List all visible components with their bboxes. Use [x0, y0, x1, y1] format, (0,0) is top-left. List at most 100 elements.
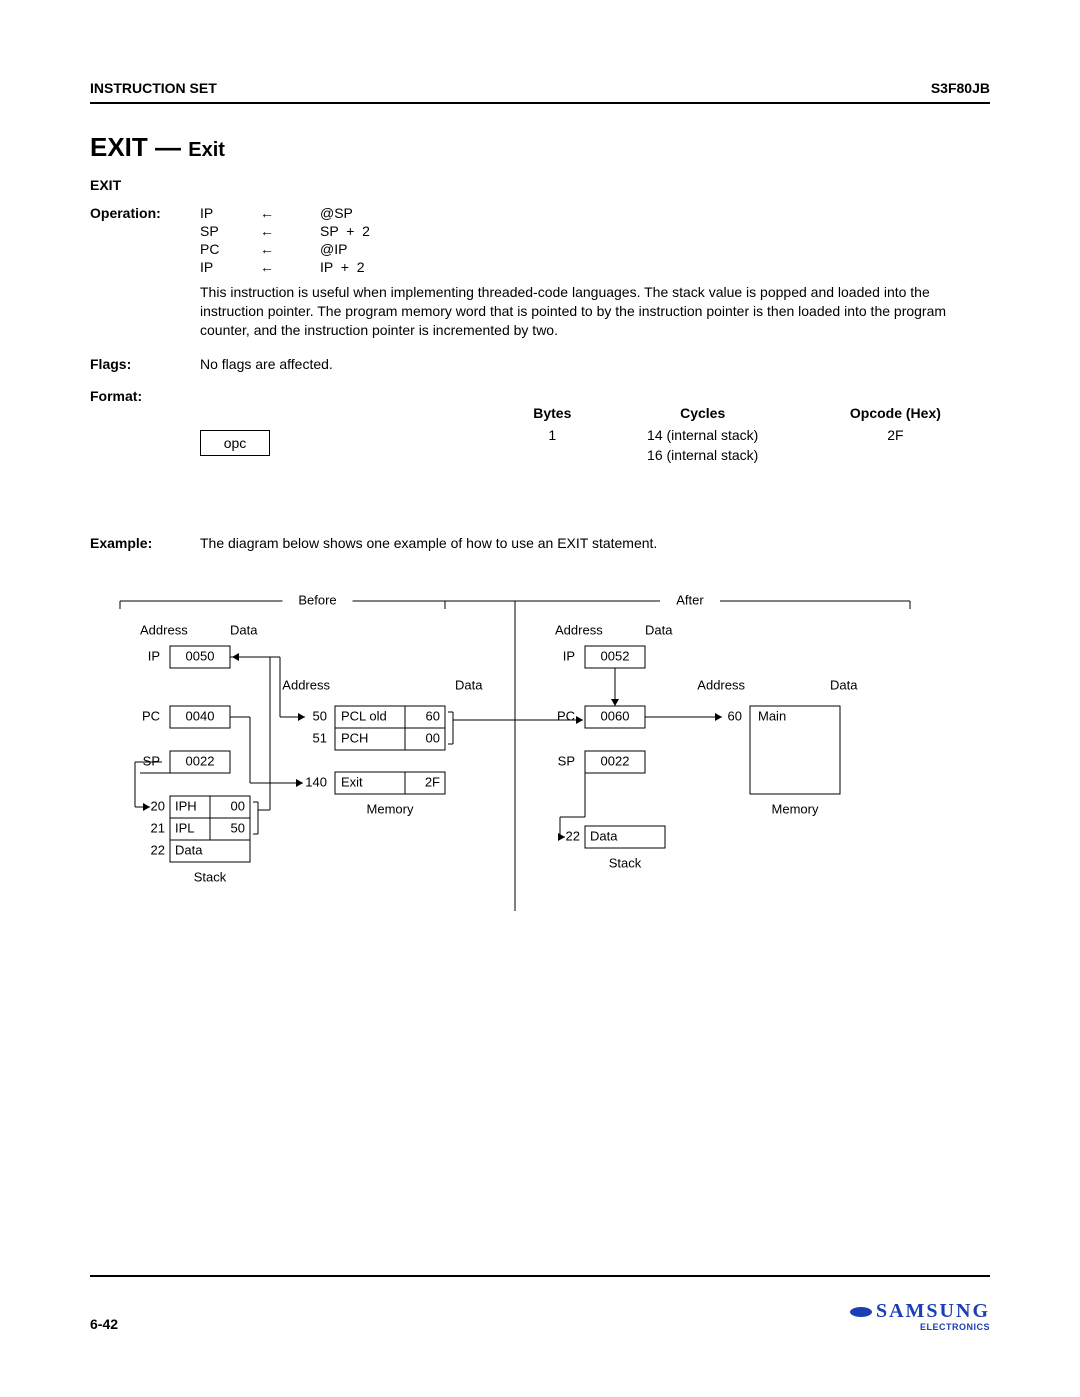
op-arrow: ← — [260, 241, 320, 257]
svg-text:0060: 0060 — [601, 708, 630, 723]
format-table: Bytes Cycles Opcode (Hex) 114 (internal … — [510, 404, 980, 465]
svg-text:0022: 0022 — [601, 753, 630, 768]
diagram: BeforeBeforeAfterAddressDataIP0050PC0040… — [110, 591, 990, 951]
operation-table: IP←@SPSP←SP + 2PC←@IPIP←IP + 2 — [200, 205, 990, 275]
format-block: Bytes Cycles Opcode (Hex) 114 (internal … — [90, 404, 990, 465]
svg-text:Data: Data — [175, 842, 203, 857]
svg-text:Main: Main — [758, 708, 786, 723]
svg-text:Stack: Stack — [609, 855, 642, 870]
svg-text:21: 21 — [151, 820, 165, 835]
op-src: @SP — [320, 205, 990, 221]
title-sub: Exit — [188, 139, 225, 161]
op-dest: PC — [200, 241, 260, 257]
operation-label: Operation: — [90, 205, 200, 340]
operation-body: IP←@SPSP←SP + 2PC←@IPIP←IP + 2 This inst… — [200, 205, 990, 340]
table-row: 16 (internal stack) — [510, 445, 980, 465]
header-rule — [90, 102, 990, 104]
example-row: Example: The diagram below shows one exa… — [90, 535, 990, 551]
svg-text:2F: 2F — [425, 774, 440, 789]
brand-name: SAMSUNG — [876, 1300, 990, 1322]
svg-text:51: 51 — [313, 730, 327, 745]
flags-text: No flags are affected. — [200, 356, 333, 372]
col-bytes: Bytes — [510, 404, 595, 425]
svg-text:0022: 0022 — [186, 753, 215, 768]
svg-text:Memory: Memory — [772, 801, 819, 816]
cell-opcode — [811, 445, 980, 465]
mnemonic: EXIT — [90, 177, 990, 193]
header-left: INSTRUCTION SET — [90, 80, 217, 96]
svg-text:22: 22 — [151, 842, 165, 857]
operation-row: Operation: IP←@SPSP←SP + 2PC←@IPIP←IP + … — [90, 205, 990, 340]
svg-text:IP: IP — [148, 648, 160, 663]
page-footer: 6-42 SAMSUNG ELECTRONICS — [90, 1301, 990, 1332]
format-label: Format: — [90, 388, 200, 404]
format-row: Format: — [90, 388, 990, 404]
op-arrow: ← — [260, 259, 320, 275]
svg-text:22: 22 — [566, 828, 580, 843]
svg-text:50: 50 — [313, 708, 327, 723]
svg-text:0052: 0052 — [601, 648, 630, 663]
col-opcode: Opcode (Hex) — [811, 404, 980, 425]
op-src: SP + 2 — [320, 223, 990, 239]
svg-text:After: After — [676, 592, 704, 607]
svg-text:Data: Data — [230, 622, 258, 637]
header-right: S3F80JB — [931, 80, 990, 96]
op-dest: SP — [200, 223, 260, 239]
flags-row: Flags: No flags are affected. — [90, 356, 990, 372]
svg-text:Address: Address — [282, 677, 330, 692]
svg-text:PCL old: PCL old — [341, 708, 387, 723]
op-dest: IP — [200, 205, 260, 221]
brand-oval-icon — [850, 1307, 872, 1317]
op-arrow: ← — [260, 205, 320, 221]
footer-rule — [90, 1275, 990, 1277]
svg-text:Address: Address — [697, 677, 745, 692]
flags-label: Flags: — [90, 356, 200, 372]
svg-text:Address: Address — [140, 622, 188, 637]
svg-text:60: 60 — [728, 708, 742, 723]
cell-opcode: 2F — [811, 425, 980, 445]
svg-text:Data: Data — [590, 828, 618, 843]
svg-text:0040: 0040 — [186, 708, 215, 723]
svg-text:140: 140 — [305, 774, 327, 789]
svg-text:IPL: IPL — [175, 820, 195, 835]
svg-text:0050: 0050 — [186, 648, 215, 663]
svg-text:IPH: IPH — [175, 798, 197, 813]
svg-text:50: 50 — [231, 820, 245, 835]
title-dash: — — [148, 132, 188, 162]
svg-text:00: 00 — [231, 798, 245, 813]
svg-text:Data: Data — [830, 677, 858, 692]
brand-block: SAMSUNG ELECTRONICS — [850, 1301, 990, 1332]
svg-text:SP: SP — [558, 753, 575, 768]
op-dest: IP — [200, 259, 260, 275]
page-header: INSTRUCTION SET S3F80JB — [90, 80, 990, 96]
op-arrow: ← — [260, 223, 320, 239]
operation-description: This instruction is useful when implemen… — [200, 283, 990, 340]
svg-text:IP: IP — [563, 648, 575, 663]
table-row: 114 (internal stack)2F — [510, 425, 980, 445]
format-opc-box: opc — [200, 430, 270, 456]
svg-text:Data: Data — [455, 677, 483, 692]
svg-text:Exit: Exit — [341, 774, 363, 789]
cell-cycles: 14 (internal stack) — [595, 425, 811, 445]
page-title: EXIT — Exit — [90, 132, 990, 163]
svg-text:PC: PC — [142, 708, 160, 723]
format-columns: Bytes Cycles Opcode (Hex) 114 (internal … — [510, 404, 980, 465]
svg-text:60: 60 — [426, 708, 440, 723]
example-label: Example: — [90, 535, 200, 551]
title-main: EXIT — [90, 132, 148, 162]
svg-text:SP: SP — [143, 753, 160, 768]
cell-bytes: 1 — [510, 425, 595, 445]
op-src: IP + 2 — [320, 259, 990, 275]
op-src: @IP — [320, 241, 990, 257]
brand-logo: SAMSUNG — [850, 1301, 990, 1321]
svg-text:PC: PC — [557, 708, 575, 723]
svg-text:Before: Before — [298, 592, 336, 607]
col-cycles: Cycles — [595, 404, 811, 425]
svg-text:Data: Data — [645, 622, 673, 637]
svg-text:Stack: Stack — [194, 869, 227, 884]
svg-text:Address: Address — [555, 622, 603, 637]
svg-text:20: 20 — [151, 798, 165, 813]
exit-diagram-svg: BeforeBeforeAfterAddressDataIP0050PC0040… — [110, 591, 930, 951]
brand-sub: ELECTRONICS — [850, 1323, 990, 1332]
cell-bytes — [510, 445, 595, 465]
